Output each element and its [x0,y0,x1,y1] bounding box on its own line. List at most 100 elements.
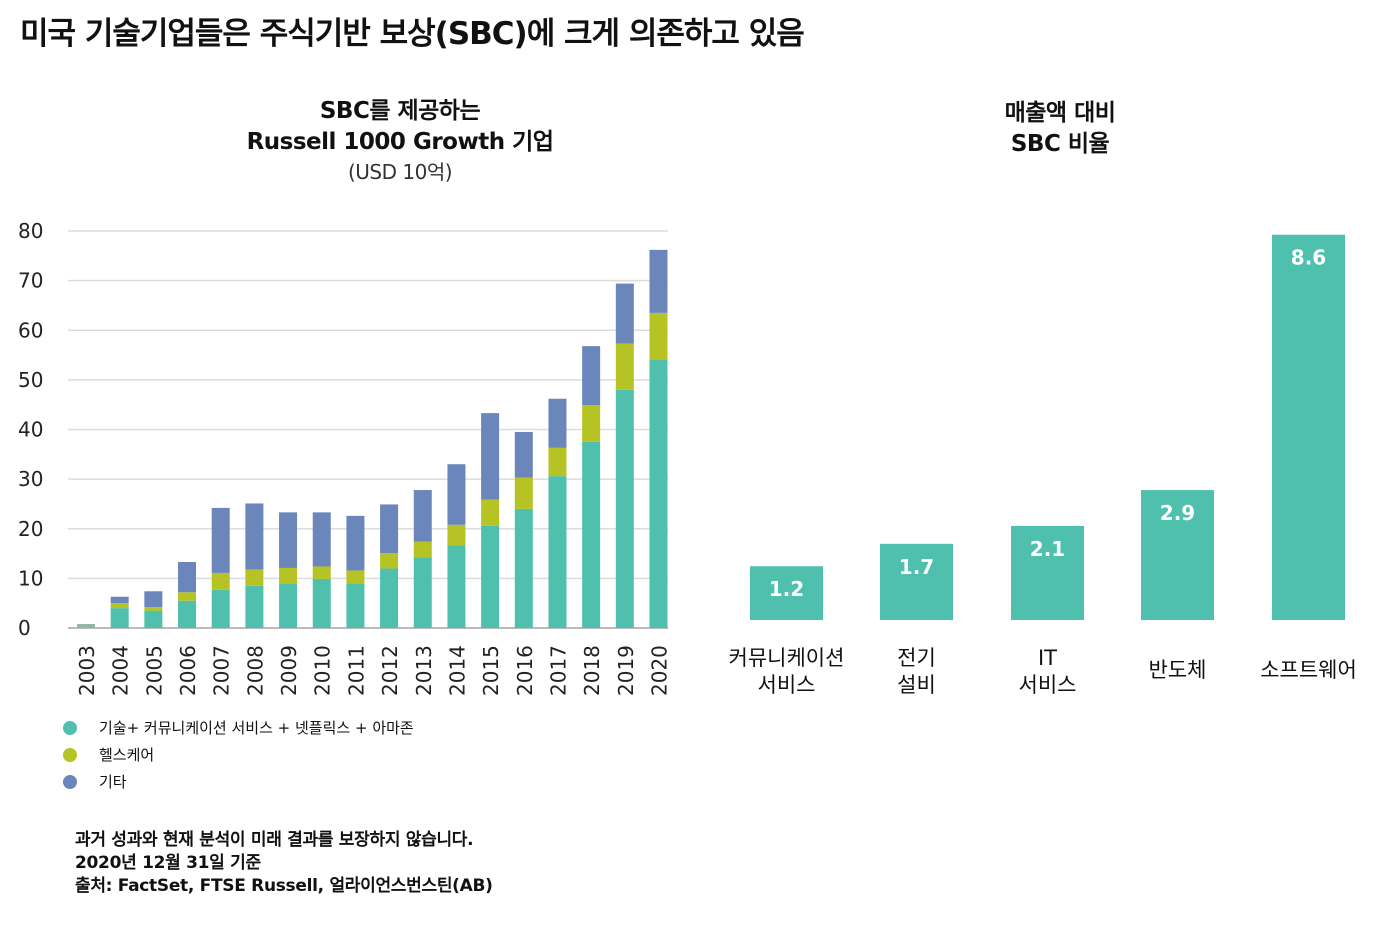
bar-2007-series-0 [211,589,230,628]
bar-2019-series-1 [615,343,634,390]
sbc-ratio-bar-1 [880,543,953,620]
right-chart-title-line2: SBC 비율 [1010,131,1110,157]
bar-2009-series-2 [279,512,298,568]
x-tick-label: 2019 [614,645,638,696]
bar-2008-series-2 [245,503,264,570]
y-tick-label: 10 [18,566,43,590]
sbc-ratio-bar-0 [750,566,823,620]
x-tick-label: 2006 [176,645,200,696]
legend-item-other: 기타 [60,768,414,795]
legend-label-other: 기타 [99,773,127,791]
x-category-label: 소프트웨어 [1229,657,1384,684]
date-note: 2020년 12월 31일 기준 [75,853,261,873]
bar-2014-series-0 [447,545,466,628]
bar-2017-series-0 [548,476,567,628]
sbc-ratio-data-label: 2.9 [1160,501,1195,525]
sbc-ratio-bar-2 [1011,525,1084,620]
x-tick-label: 2009 [277,645,301,696]
bar-2015-series-2 [481,413,500,500]
bar-2019-series-2 [615,283,634,344]
y-tick-label: 20 [18,517,43,541]
bar-2008-series-0 [245,585,264,628]
right-chart-title-line1: 매출액 대비 [1004,100,1116,126]
x-tick-label: 2014 [445,645,469,696]
x-category-label-line: 전기 [897,646,936,670]
legend-marker-tech [63,720,77,735]
page-title: 미국 기술기업들은 주식기반 보상(SBC)에 크게 의존하고 있음 [20,16,805,52]
sbc-ratio-data-label: 1.7 [899,555,934,579]
bar-2012-series-1 [380,553,399,569]
x-tick-label: 2018 [580,645,604,696]
bar-2005-series-0 [144,610,163,628]
bar-2020-series-1 [649,312,668,361]
bar-2010-series-1 [312,566,331,579]
x-category-label-line: IT [1037,646,1058,670]
bar-2013-series-0 [413,557,432,628]
y-tick-label: 50 [18,368,43,392]
y-tick-label: 30 [18,467,43,491]
left-chart-unit: (USD 10억) [347,160,453,184]
x-category-label: IT 서비스 [968,645,1128,699]
bar-2014-series-1 [447,524,466,546]
legend-marker-health [63,747,77,762]
bar-2011-series-1 [346,570,365,584]
bar-2004-series-1 [110,603,129,609]
bar-2014-series-2 [447,464,466,525]
y-tick-label: 0 [18,616,31,640]
x-category-label-line: 서비스 [1018,673,1077,697]
bar-2013-series-1 [413,541,432,558]
x-tick-label: 2020 [648,645,672,696]
left-chart-title-line2: Russell 1000 Growth 기업 [246,129,554,155]
y-tick-label: 60 [18,318,43,342]
x-tick-label: 2005 [142,645,166,696]
bar-2004-series-2 [110,596,129,604]
x-category-label-line: 소프트웨어 [1260,658,1357,682]
bar-2006-series-0 [178,600,197,628]
bar-2012-series-0 [380,568,399,628]
bar-2008-series-1 [245,569,264,586]
bar-2006-series-1 [178,592,197,601]
bar-2007-series-2 [211,507,230,573]
source-note: 출처: FactSet, FTSE Russell, 얼라이언스번스틴(AB) [75,876,493,896]
bar-2020-series-0 [649,360,668,628]
x-category-label: 커뮤니케이션 서비스 [707,645,867,699]
legend-item-tech: 기술+ 커뮤니케이션 서비스 + 넷플릭스 + 아마존 [60,714,414,741]
x-tick-label: 2016 [513,645,537,696]
bar-2018-series-0 [582,441,601,628]
x-category-label-line: 커뮤니케이션 [728,646,845,670]
x-tick-label: 2015 [479,645,503,696]
bar-2012-series-2 [380,504,399,554]
legend-marker-other [63,774,77,789]
sbc-ratio-data-label: 8.6 [1291,246,1326,270]
x-tick-label: 2011 [344,645,368,696]
legend-label-health: 헬스케어 [99,746,155,764]
bar-2015-series-1 [481,499,500,526]
bar-2019-series-0 [615,389,634,628]
x-category-label: 반도체 [1098,657,1258,684]
bar-2017-series-2 [548,398,567,448]
bar-2003-series-0 [77,624,95,628]
bar-2009-series-0 [279,583,298,628]
x-tick-label: 2003 [75,645,99,696]
bar-2007-series-1 [211,572,230,590]
bar-2004-series-0 [110,608,129,628]
x-category-label-line: 반도체 [1148,658,1207,682]
bar-2010-series-0 [312,578,331,628]
bar-2018-series-2 [582,346,601,406]
legend: 기술+ 커뮤니케이션 서비스 + 넷플릭스 + 아마존 헬스케어 기타 [60,714,414,795]
sbc-ratio-data-label: 1.2 [769,577,804,601]
bar-2010-series-2 [312,512,331,567]
x-category-label-line: 설비 [897,673,936,697]
y-tick-label: 80 [18,219,43,243]
legend-item-health: 헬스케어 [60,741,414,768]
bar-2016-series-1 [514,477,533,509]
left-chart-title: SBC를 제공하는 Russell 1000 Growth 기업 (USD 10… [200,96,600,186]
y-tick-label: 70 [18,269,43,293]
bar-2017-series-1 [548,447,567,477]
left-chart-title-line1: SBC를 제공하는 [319,98,481,124]
bar-2011-series-0 [346,583,365,628]
right-chart-title: 매출액 대비 SBC 비율 [900,98,1220,160]
sbc-ratio-bar-4 [1272,234,1345,620]
